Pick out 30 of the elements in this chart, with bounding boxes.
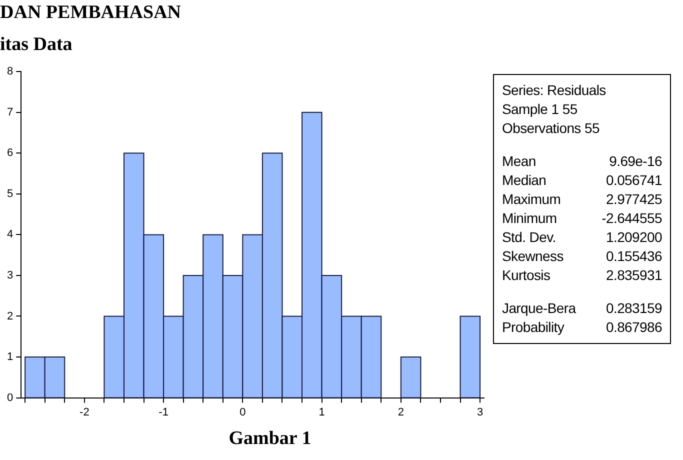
y-tick-label: 6 (6, 147, 14, 160)
x-tick-label: -2 (80, 406, 90, 418)
y-tick-label: 2 (6, 310, 14, 322)
y-tick-label: 8 (6, 66, 14, 78)
x-tick-label: 2 (398, 406, 404, 418)
y-tick-label: 3 (6, 270, 14, 282)
text: Observations 55 (502, 119, 600, 138)
text: Series: Residuals (502, 81, 606, 100)
y-tick-label: 7 (6, 106, 14, 118)
text: Median 0.056741 (502, 172, 662, 188)
text: Jarque-Bera 0.283159 (502, 300, 662, 316)
text: Mean 9.69e-16 (502, 153, 662, 169)
text: Minimum -2.644555 (502, 210, 662, 226)
text: Gambar 1 (228, 428, 312, 450)
text: Skewness 0.155436 (502, 248, 662, 264)
x-tick-label: 3 (476, 406, 484, 418)
text: DAN PEMBAHASAN (0, 2, 182, 24)
text: itas Data (0, 34, 72, 56)
text: Maximum 2.977425 (502, 191, 662, 207)
y-tick-label: 0 (6, 392, 14, 404)
text: Sample 1 55 (502, 100, 578, 119)
y-tick-label: 5 (6, 188, 14, 200)
x-tick-label: -1 (158, 406, 168, 418)
x-tick-label: 0 (240, 406, 246, 418)
y-tick-label: 1 (6, 351, 14, 364)
x-tick-label: 1 (318, 406, 325, 418)
text: Std. Dev. 1.209200 (502, 229, 662, 245)
y-tick-label: 4 (6, 228, 14, 241)
text: Probability 0.867986 (502, 319, 662, 335)
text: Kurtosis 2.835931 (502, 267, 662, 283)
